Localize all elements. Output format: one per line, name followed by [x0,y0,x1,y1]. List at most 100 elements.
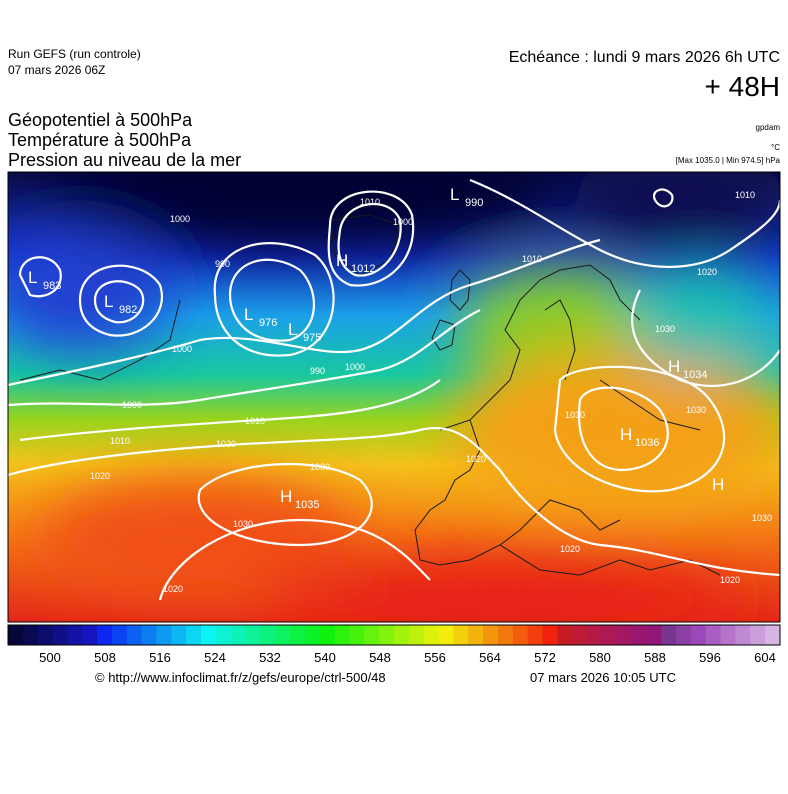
colorbar-cell [304,625,321,645]
colorbar-cell [661,625,677,645]
map [8,172,780,622]
colorbar-label: 580 [589,650,611,665]
isobar-label: 1010 [245,416,265,426]
isobar-label: 1030 [310,462,330,472]
isobar-label: 1010 [360,197,380,207]
colorbar-cell [483,625,499,645]
isobar-label: 1020 [720,575,740,585]
colorbar-cell [646,625,662,645]
isobar-label: 1030 [752,513,772,523]
colorbar-cell [542,625,558,645]
map-frame [7,171,781,623]
isobar-label: 1020 [216,439,236,449]
colorbar-cell [497,625,514,645]
center-value: 1012 [351,263,375,275]
colorbar-cell [156,625,172,645]
colorbar-label: 596 [699,650,721,665]
field-temperature: Température à 500hPa [8,130,192,150]
colorbar-cell [8,625,24,645]
isobar-label: 1030 [233,519,253,529]
colorbar-cell [22,625,39,645]
colorbar-cell [379,625,395,645]
run-date: 07 mars 2026 06Z [8,63,105,77]
center-letter: H [336,251,348,270]
run: Run GEFS (run controle) [8,47,141,61]
colorbar-cell [215,625,232,645]
unit: °C [771,143,780,152]
center-value: 976 [259,317,277,329]
isobar-label: 1030 [655,324,675,334]
colorbar-label: 540 [314,650,336,665]
colorbar-cell [587,625,603,645]
colorbar-cell [171,625,187,645]
isobar-label: 1000 [172,344,192,354]
isobar-label: 1000 [170,214,190,224]
colorbar-label: 532 [259,650,281,665]
isobar-label: 1020 [697,267,717,277]
colorbar-cell [512,625,529,645]
forecast: Echéance : lundi 9 mars 2026 6h UTC [509,49,780,66]
colorbar-cell [67,625,83,645]
colorbar-cell [765,625,781,645]
colorbar-label: 516 [149,650,171,665]
colorbar-cell [676,625,692,645]
colorbar-cell [453,625,469,645]
isobar-label: 1010 [522,254,542,264]
colorbar-cell [364,625,380,645]
colorbar-label: 500 [39,650,61,665]
colorbar-cell [438,625,454,645]
center-value: 1034 [683,369,707,381]
colorbar-cell [557,625,573,645]
field-geopotential: Géopotentiel à 500hPa [8,110,193,130]
colorbar-cell [720,625,736,645]
isobar-label: 1020 [466,454,486,464]
colorbar-cell [230,625,247,645]
lead-time: + 48H [705,71,781,102]
isobar-label: 1000 [393,217,413,227]
colorbar-label: 564 [479,650,501,665]
colorbar-cell [750,625,766,645]
isobar-label: 1030 [686,405,706,415]
center-letter: L [104,292,113,311]
isobar-label: 1020 [163,584,183,594]
colorbar-label: 508 [94,650,116,665]
isobar-label: 1020 [90,471,110,481]
colorbar-label: 548 [369,650,391,665]
colorbar-cell [572,625,588,645]
colorbar-cell [201,625,217,645]
center-letter: H [620,425,632,444]
colorbar-cell [186,625,202,645]
colorbar-cell [705,625,722,645]
colorbar-cell [52,625,68,645]
center-value: 990 [465,197,483,209]
colorbar-cell [601,625,618,645]
unit: [Max 1035.0 | Min 974.5] hPa [676,156,781,165]
colorbar-cell [423,625,440,645]
colorbar-cell [82,625,98,645]
colorbar-cell [275,625,291,645]
colorbar-cell [111,625,128,645]
colorbar-cell [394,625,410,645]
colorbar-cell [37,625,54,645]
colorbar-label: 524 [204,650,226,665]
center-value: 975 [303,332,321,344]
isobar-label: 1000 [345,362,365,372]
colorbar-cell [141,625,157,645]
isobar-label: 990 [310,366,325,376]
colorbar-label: 604 [754,650,776,665]
isobar-label: 1000 [122,400,142,410]
colorbar-cell [408,625,425,645]
isobar-label: 990 [215,259,230,269]
colorbar-cell [527,625,543,645]
center-letter: H [668,357,680,376]
colorbar-cell [126,625,143,645]
center-value: 1036 [635,437,659,449]
colorbar-label: 588 [644,650,666,665]
isobar-label: 1030 [565,410,585,420]
colorbar-cell [349,625,365,645]
colorbar-cell [616,625,633,645]
isobar-label: 1010 [735,190,755,200]
isobar-label: 1020 [560,544,580,554]
colorbar-cell [690,625,707,645]
isobar-label: 1010 [110,436,130,446]
